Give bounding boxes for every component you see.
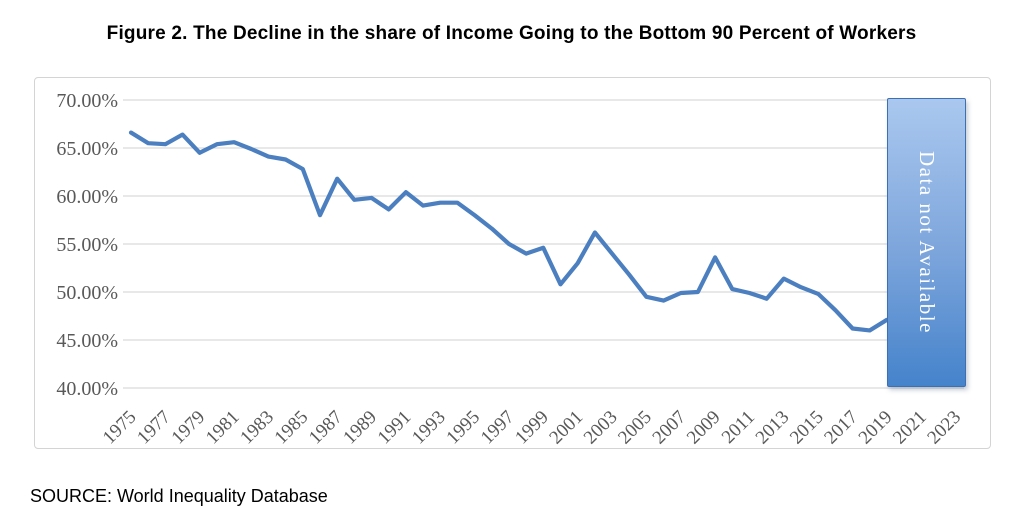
data-not-available-box: Data not Available xyxy=(887,98,966,387)
y-tick-label: 45.00% xyxy=(56,330,118,352)
x-tick-label: 1995 xyxy=(442,407,484,449)
x-tick-label: 2021 xyxy=(889,407,931,449)
source-note: SOURCE: World Inequality Database xyxy=(30,486,328,506)
x-tick-label: 2009 xyxy=(683,407,725,449)
x-tick-label: 1981 xyxy=(202,407,244,449)
y-tick-label: 70.00% xyxy=(56,90,118,112)
x-tick-label: 2017 xyxy=(820,407,862,449)
x-tick-label: 2019 xyxy=(855,407,897,449)
x-tick-label: 1989 xyxy=(339,407,381,449)
x-tick-label: 1993 xyxy=(408,407,450,449)
y-tick-label: 60.00% xyxy=(56,186,118,208)
x-tick-label: 2011 xyxy=(718,407,759,448)
x-tick-label: 1991 xyxy=(374,407,416,449)
income-share-line xyxy=(128,130,890,333)
x-tick-label: 2013 xyxy=(752,407,794,449)
x-tick-label: 1985 xyxy=(271,407,313,449)
y-tick-label: 55.00% xyxy=(56,234,118,256)
x-tick-label: 1977 xyxy=(133,407,175,449)
x-tick-label: 2001 xyxy=(545,407,587,449)
x-tick-label: 2003 xyxy=(580,407,622,449)
y-tick-label: 40.00% xyxy=(56,378,118,400)
plot-frame xyxy=(34,77,991,449)
figure-title: Figure 2. The Decline in the share of In… xyxy=(106,23,917,44)
x-tick-label: 1975 xyxy=(99,407,141,449)
x-tick-label: 2005 xyxy=(614,407,656,449)
x-tick-label: 1987 xyxy=(305,407,347,449)
x-tick-label: 1983 xyxy=(236,407,278,449)
x-tick-label: 2015 xyxy=(786,407,828,449)
x-tick-label: 2023 xyxy=(923,407,965,449)
x-tick-label: 1997 xyxy=(477,407,519,449)
x-tick-label: 1979 xyxy=(168,407,210,449)
x-tick-label: 2007 xyxy=(649,407,691,449)
y-tick-label: 50.00% xyxy=(56,282,118,304)
y-tick-label: 65.00% xyxy=(56,138,118,160)
data-not-available-label: Data not Available xyxy=(915,151,939,334)
x-tick-label: 1999 xyxy=(511,407,553,449)
